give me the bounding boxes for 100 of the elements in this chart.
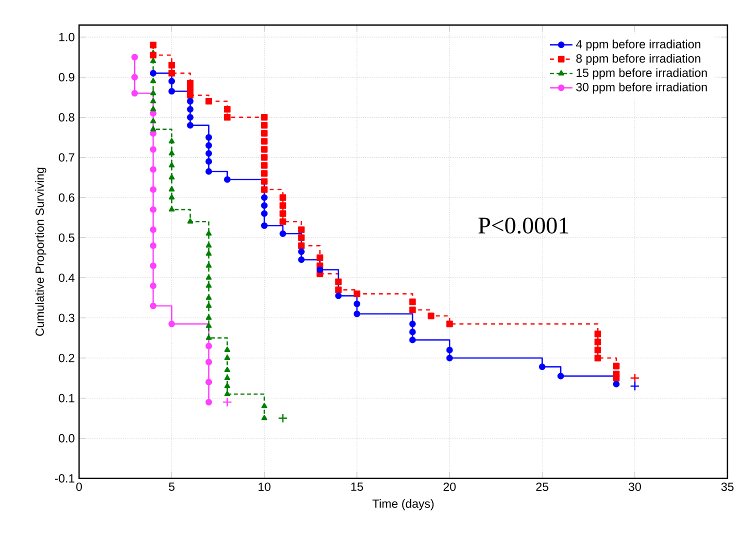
point	[206, 250, 212, 256]
point	[168, 206, 175, 212]
point	[168, 186, 175, 192]
point	[186, 106, 194, 113]
y-tick-label: -0.1	[54, 474, 74, 483]
point	[316, 266, 324, 274]
point	[186, 122, 194, 129]
point	[205, 134, 212, 141]
point	[280, 230, 286, 238]
point	[409, 320, 416, 328]
point	[168, 62, 175, 69]
point	[261, 210, 268, 218]
point	[224, 366, 230, 372]
y-tick-label: 0.9	[58, 73, 74, 82]
x-tick-label: 20	[444, 482, 456, 492]
point	[206, 294, 212, 300]
point	[278, 414, 288, 424]
y-axis-title: Cumulative Proportion Surviving	[35, 168, 46, 336]
x-tick-label: 30	[628, 482, 641, 492]
point	[186, 86, 194, 93]
point	[206, 262, 212, 268]
point	[206, 242, 212, 248]
point	[168, 138, 175, 144]
point	[224, 114, 231, 121]
x-tick-label: 15	[351, 482, 364, 492]
point	[613, 381, 620, 388]
legend-label: 4 ppm before irradiation	[576, 40, 700, 51]
point	[168, 70, 175, 77]
point	[261, 186, 268, 194]
point	[150, 282, 156, 290]
point	[205, 142, 212, 149]
point	[224, 354, 230, 360]
x-tick-label: 10	[258, 482, 270, 492]
point	[335, 286, 342, 294]
point	[428, 312, 434, 320]
point	[186, 80, 194, 87]
y-tick-label: 0.1	[58, 394, 74, 403]
y-tick-label: 0.6	[58, 194, 74, 202]
point	[205, 399, 212, 406]
point	[206, 314, 212, 320]
point	[206, 274, 212, 280]
point	[335, 292, 342, 300]
point	[354, 310, 360, 318]
x-axis-title: Time (days)	[372, 499, 434, 510]
point	[222, 397, 232, 408]
point	[150, 52, 156, 59]
point	[150, 262, 156, 270]
point	[298, 226, 305, 234]
point	[261, 130, 268, 137]
point	[150, 126, 156, 132]
point	[205, 158, 212, 165]
point	[557, 372, 564, 380]
point	[205, 379, 212, 386]
point	[168, 88, 175, 95]
point	[206, 282, 212, 288]
point	[168, 78, 175, 85]
point	[446, 346, 453, 354]
point	[150, 226, 156, 234]
y-tick-label: 0.0	[58, 434, 74, 443]
point	[224, 176, 231, 183]
point	[261, 178, 268, 185]
point	[150, 186, 156, 194]
point	[206, 334, 212, 340]
point	[538, 364, 546, 370]
point	[150, 206, 156, 214]
point	[354, 300, 360, 308]
y-tick-label: 0.8	[58, 113, 74, 122]
point	[446, 320, 453, 328]
point	[168, 174, 175, 180]
point	[354, 290, 360, 298]
point	[168, 194, 175, 200]
annotation: P<0.0001	[478, 218, 568, 234]
point	[594, 354, 602, 362]
point	[261, 170, 268, 177]
point	[298, 248, 305, 256]
point	[224, 106, 231, 113]
point	[150, 242, 156, 250]
point	[150, 302, 156, 310]
point	[261, 138, 268, 145]
x-tick-label: 0	[76, 482, 82, 492]
legend-label: 30 ppm before irradiation	[576, 82, 707, 94]
point	[224, 383, 230, 388]
y-tick-label: 0.2	[58, 354, 74, 362]
point	[150, 42, 156, 49]
y-tick-label: 0.3	[58, 314, 74, 322]
point	[280, 210, 286, 218]
point	[224, 346, 230, 352]
point	[206, 322, 212, 328]
point	[150, 90, 156, 96]
point	[298, 234, 305, 242]
x-tick-label: 25	[536, 482, 548, 492]
point	[261, 122, 268, 129]
point	[261, 154, 268, 161]
point	[335, 278, 342, 286]
point	[150, 106, 156, 112]
point	[298, 242, 305, 250]
x-tick-label: 35	[721, 482, 734, 492]
point	[613, 362, 620, 370]
point	[409, 328, 416, 336]
point	[205, 358, 212, 366]
